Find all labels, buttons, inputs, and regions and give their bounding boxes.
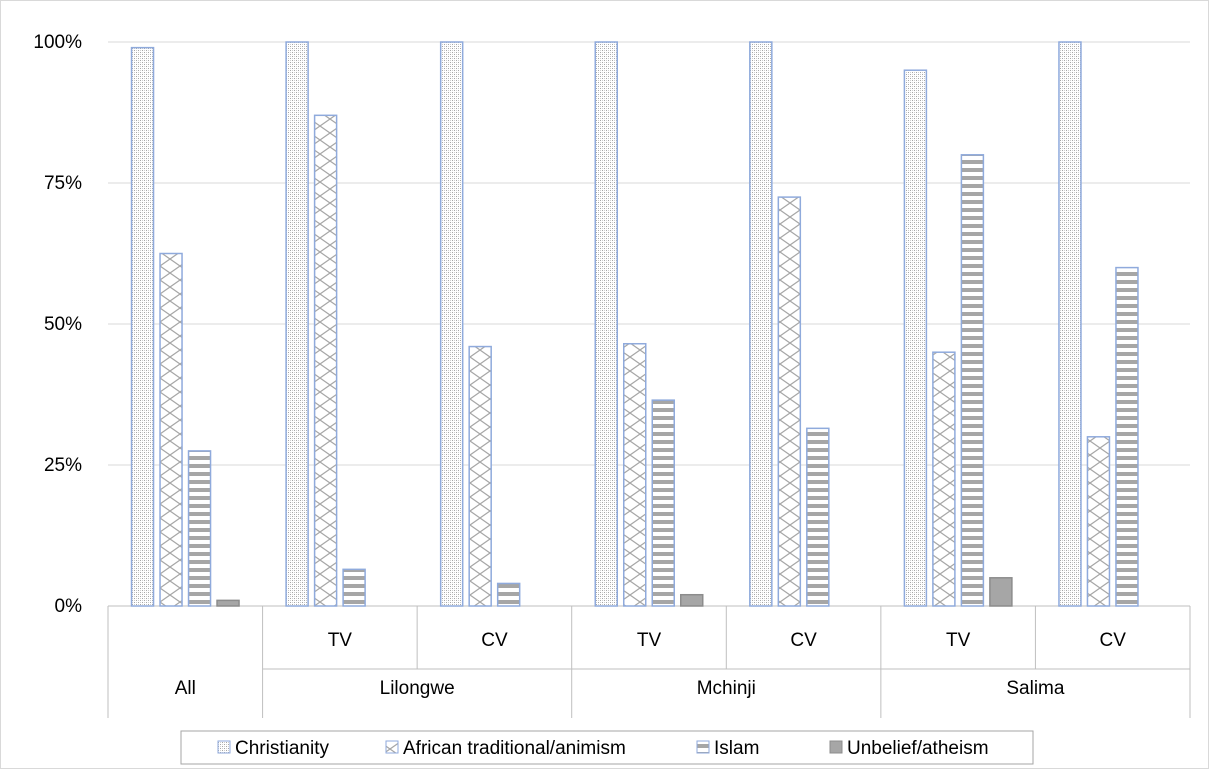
bar-african-traditional [159,252,183,607]
bar-christianity [594,41,618,607]
bar-african-traditional [1086,436,1111,607]
y-tick-label: 75% [44,173,82,194]
bar-unbelief [989,577,1013,607]
bar-islam [651,399,675,607]
bar-unbelief [216,599,240,607]
bar-african-traditional [468,345,492,607]
bar-islam [960,154,985,607]
y-tick-label: 100% [33,32,82,53]
bar-african-traditional [313,114,338,607]
y-tick-label: 50% [44,314,82,335]
legend-swatch-islam [696,740,710,754]
bar-african-traditional [932,351,956,607]
bar-islam [342,568,366,607]
bar-christianity [130,46,155,607]
x-tick-label: CV [790,630,817,651]
legend-swatch-unbelief [829,740,843,754]
bar-islam [1115,266,1139,607]
axes: 0% 25% 50% 75% 100% TV CV TV CV TV CV All Lilongwe Mc… [33,32,1191,718]
x-tick-label: TV [946,630,971,651]
legend-box [180,730,1034,765]
x-tick-label: CV [1100,630,1127,651]
bar-african-traditional [777,196,802,607]
x-group-label: Lilongwe [380,678,455,699]
bar-unbelief [680,593,704,607]
y-tick-label: 0% [55,596,83,617]
legend-label-african-traditional: African traditional/animism [403,738,626,759]
x-tick-label: CV [481,630,508,651]
bar-african-traditional [623,342,647,607]
bar-christianity [439,41,464,607]
x-tick-label: TV [328,630,353,651]
x-group-label: Salima [1006,678,1065,699]
legend-swatch-african-traditional [385,740,399,754]
bar-christianity [1058,41,1082,607]
legend: Christianity African traditional/animism I… [180,730,1034,765]
legend-label-islam: Islam [714,738,759,759]
bars [130,41,1139,607]
bar-christianity [903,69,928,607]
legend-label-christianity: Christianity [235,738,329,759]
x-group-label: All [175,678,196,699]
x-tick-label: TV [637,630,662,651]
x-group-label: Mchinji [697,678,756,699]
bar-islam [806,427,830,607]
legend-swatch-christianity [217,740,231,754]
bar-islam [496,582,521,607]
bar-islam [187,450,212,607]
y-tick-label: 25% [44,455,82,476]
bar-christianity [749,41,773,607]
legend-label-unbelief: Unbelief/atheism [847,738,989,759]
bar-christianity [285,41,309,607]
